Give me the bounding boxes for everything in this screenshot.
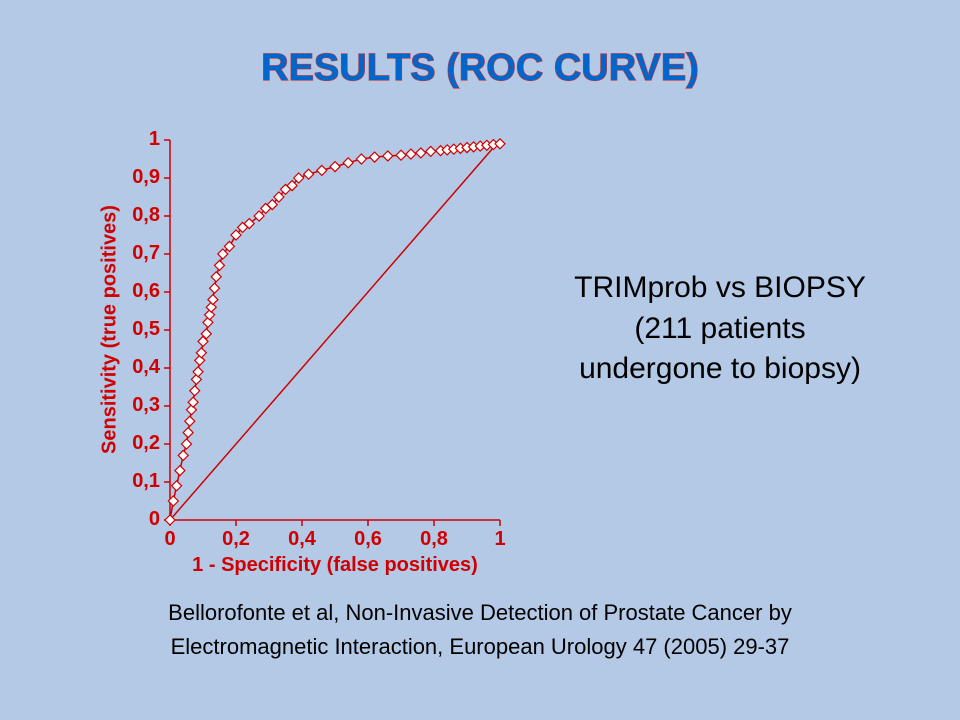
side-line-1: TRIMprob vs BIOPSY	[530, 268, 910, 309]
x-tick-label: 0,4	[282, 528, 322, 551]
x-tick-label: 1	[480, 528, 520, 551]
y-tick-label: 0,7	[120, 242, 160, 265]
x-tick-label: 0,2	[216, 528, 256, 551]
slide: RESULTS (ROC CURVE) Sensitivity (true po…	[0, 0, 960, 720]
side-annotation: TRIMprob vs BIOPSY (211 patients undergo…	[530, 268, 910, 390]
y-tick-label: 0,3	[120, 394, 160, 417]
y-tick-label: 1	[120, 128, 160, 151]
y-tick-label: 0,6	[120, 280, 160, 303]
x-tick-label: 0,6	[348, 528, 388, 551]
x-axis-label: 1 - Specificity (false positives)	[170, 554, 500, 577]
y-axis-label: Sensitivity (true positives)	[99, 200, 122, 460]
x-tick-label: 0,8	[414, 528, 454, 551]
y-tick-label: 0,8	[120, 204, 160, 227]
y-tick-label: 0,4	[120, 356, 160, 379]
y-tick-label: 0,5	[120, 318, 160, 341]
side-line-2: (211 patients	[530, 309, 910, 350]
side-line-3: undergone to biopsy)	[530, 349, 910, 390]
y-tick-label: 0,1	[120, 470, 160, 493]
y-tick-label: 0,9	[120, 166, 160, 189]
y-tick-label: 0,2	[120, 432, 160, 455]
citation-line-2: Electromagnetic Interaction, European Ur…	[0, 634, 960, 660]
citation-line-1: Bellorofonte et al, Non-Invasive Detecti…	[0, 600, 960, 626]
x-tick-label: 0	[150, 528, 190, 551]
